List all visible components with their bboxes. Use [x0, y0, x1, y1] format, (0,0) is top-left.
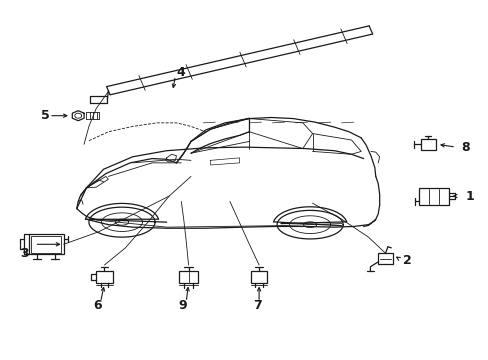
- Text: 6: 6: [93, 299, 101, 312]
- Bar: [179, 271, 198, 283]
- Bar: [31, 236, 61, 252]
- Text: 4: 4: [176, 66, 185, 79]
- Text: 3: 3: [20, 247, 28, 260]
- Text: 2: 2: [402, 254, 410, 267]
- Text: 5: 5: [41, 109, 50, 122]
- Text: 9: 9: [179, 299, 187, 312]
- Text: 8: 8: [460, 141, 468, 154]
- Text: 7: 7: [253, 299, 262, 312]
- Bar: [420, 139, 435, 150]
- Bar: [377, 253, 392, 264]
- Bar: [250, 271, 267, 283]
- Bar: [96, 271, 113, 283]
- Bar: [29, 234, 63, 254]
- Text: 1: 1: [465, 190, 473, 203]
- Bar: [418, 188, 448, 204]
